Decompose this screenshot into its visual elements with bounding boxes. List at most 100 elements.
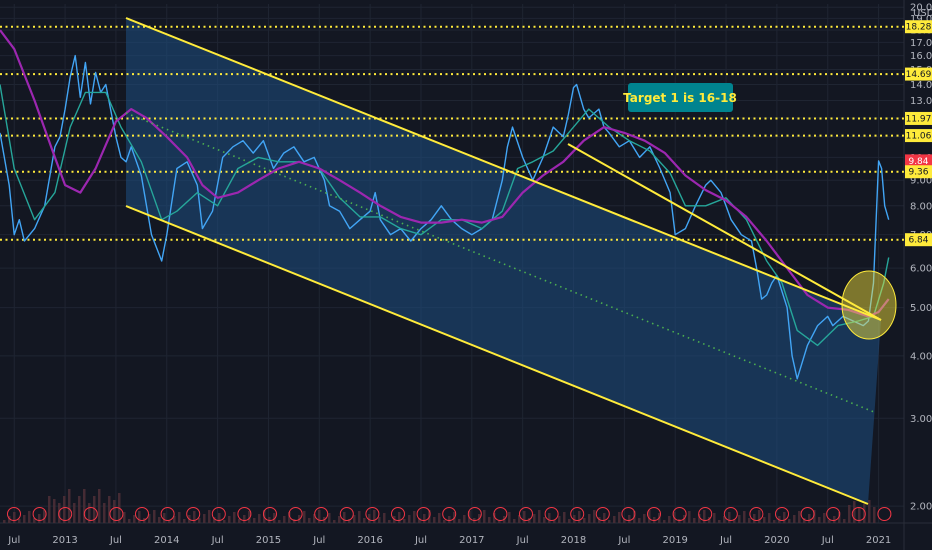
volume-bar	[218, 513, 221, 523]
volume-bar	[528, 518, 531, 523]
volume-bar	[628, 515, 631, 523]
earnings-marker-icon	[109, 507, 124, 521]
earnings-marker-icon	[416, 507, 431, 521]
volume-bar	[78, 496, 81, 523]
earnings-marker-icon	[647, 507, 661, 521]
y-tick-label: 19.00	[910, 14, 932, 25]
price-tag	[905, 129, 932, 143]
volume-bar	[853, 501, 856, 523]
volume-bar	[518, 515, 521, 523]
y-tick-label: 4.00	[910, 351, 932, 362]
earnings-marker-icon	[186, 507, 201, 521]
volume-bar	[858, 508, 861, 523]
target-annotation[interactable]: Target 1 is 16-18	[623, 83, 737, 112]
earnings-marker-icon	[314, 507, 329, 521]
volume-bar	[88, 503, 91, 523]
volume-bar	[18, 519, 21, 523]
earnings-marker-icon	[493, 507, 508, 521]
volume-bar	[183, 519, 186, 523]
earnings-marker-icon	[211, 507, 226, 521]
volume-bar	[93, 496, 96, 523]
volume-bar	[568, 519, 571, 523]
volume-bar	[128, 519, 131, 523]
earnings-marker-icon	[749, 507, 764, 521]
volume-bar	[648, 510, 651, 523]
volume-bar	[373, 510, 376, 523]
volume-bar	[343, 512, 346, 523]
volume-bar	[538, 510, 541, 523]
volume-bar	[678, 519, 681, 523]
volume-bar	[768, 513, 771, 523]
x-tick-label: 2013	[52, 535, 77, 546]
volume-bar	[583, 518, 586, 523]
channel-upper-trendline[interactable]	[125, 17, 882, 321]
volume-bar	[378, 517, 381, 523]
volume-bar	[593, 510, 596, 523]
volume-bar	[663, 520, 666, 523]
short-trendline[interactable]	[567, 143, 882, 321]
earnings-marker-icon	[442, 507, 457, 521]
volume-bar	[353, 515, 356, 523]
volume-bar	[123, 512, 126, 523]
volume-bar	[718, 520, 721, 523]
earnings-marker-icon	[851, 507, 866, 521]
volume-bar	[313, 514, 316, 523]
volume-bar	[803, 518, 806, 523]
volume-bar	[3, 520, 6, 523]
volume-bar	[788, 519, 791, 523]
volume-bar	[198, 518, 201, 523]
highlight-circle[interactable]	[841, 270, 897, 340]
volume-bar	[213, 517, 216, 523]
volume-bar	[113, 500, 116, 523]
earnings-marker-icon	[570, 507, 585, 521]
volume-bar	[708, 517, 711, 523]
volume-bar	[233, 512, 236, 523]
earnings-marker-icon	[877, 507, 892, 521]
volume-bar	[688, 511, 691, 523]
volume-bar	[493, 513, 496, 523]
channel-lower-trendline[interactable]	[125, 205, 869, 505]
earnings-marker-icon	[519, 507, 533, 521]
price-tag-label: 9.84	[908, 157, 928, 167]
volume-bar	[558, 516, 561, 523]
volume-bar	[713, 513, 716, 523]
volume-bar	[753, 514, 756, 523]
y-tick-label: 3.00	[910, 414, 932, 425]
price-tag	[905, 20, 932, 34]
volume-bar	[873, 507, 876, 523]
volume-bar	[288, 512, 291, 523]
earnings-marker-icon	[595, 507, 610, 521]
earnings-marker-icon	[544, 507, 559, 521]
earnings-marker-icon	[723, 507, 738, 521]
trendlines	[125, 17, 882, 505]
horizontal-levels	[0, 25, 904, 241]
volume-bar	[43, 510, 46, 523]
volume-bar	[423, 514, 426, 523]
volume-bar	[303, 511, 306, 523]
earnings-marker-icon	[135, 507, 149, 521]
volume-bar	[283, 516, 286, 523]
volume-bar	[273, 513, 276, 523]
currency-label: USD	[913, 8, 932, 19]
volume-bar	[463, 515, 466, 523]
earnings-marker-icon	[263, 507, 277, 521]
y-axis: USD	[913, 8, 932, 19]
volume-bar	[8, 516, 11, 523]
earnings-marker-icon	[391, 507, 405, 521]
earnings-markers	[7, 507, 892, 521]
volume-bar	[148, 514, 151, 523]
volume-bar	[348, 519, 351, 523]
price-tag-label: 14.69	[906, 70, 932, 80]
volume-bar	[483, 510, 486, 523]
volume-bar	[723, 516, 726, 523]
volume-bar	[783, 512, 786, 523]
volume-bar	[168, 520, 171, 523]
volume-bar	[643, 514, 646, 523]
target-annotation-box	[628, 83, 733, 112]
volume-bar	[758, 510, 761, 523]
x-axis-ticks: Jul 2013 Jul 2014 Jul 2015 Jul 2016 Jul 2017 Jul 20…	[7, 535, 891, 546]
x-tick-label: Jul	[7, 535, 20, 546]
volume-bar	[253, 518, 256, 523]
volume-bar	[83, 489, 86, 523]
